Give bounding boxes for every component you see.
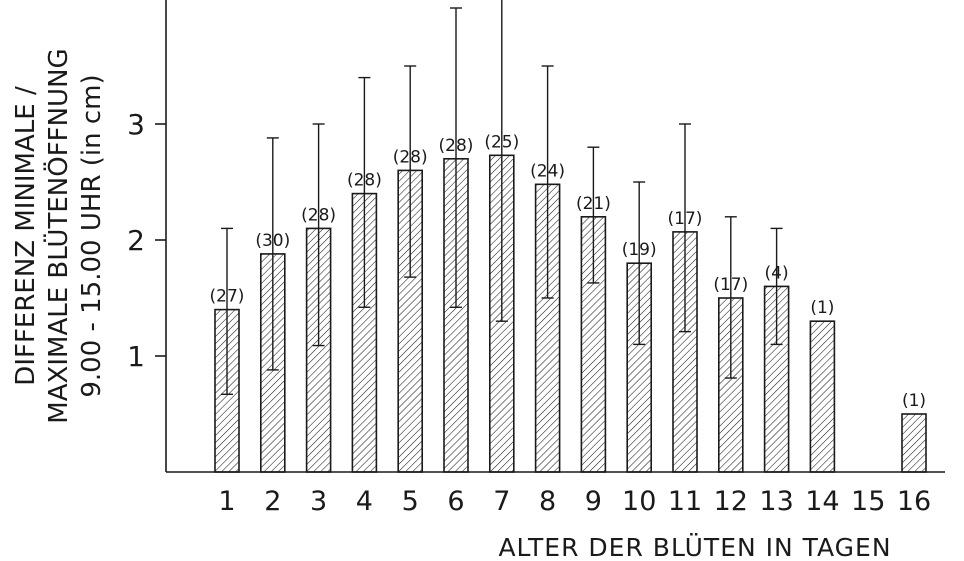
bar (259, 253, 286, 473)
x-tick-label: 4 (356, 486, 373, 517)
x-tick-label: 13 (759, 486, 793, 517)
x-tick-label: 1 (218, 486, 235, 517)
sample-size-label: (27) (210, 287, 245, 307)
x-tick-label: 10 (622, 486, 656, 517)
sample-size-label: (21) (576, 194, 611, 214)
sample-size-labels: (27) (30) (28) (28) (28) (28) (25) (24) (21) (19)… (210, 132, 927, 411)
y-axis-label-line-3: 9.00 - 15.00 UHR (in cm) (77, 74, 107, 397)
y-tick-label: 2 (127, 224, 145, 257)
x-tick-label: 15 (851, 486, 885, 517)
x-tick-label: 9 (585, 486, 602, 517)
sample-size-label: (1) (810, 298, 834, 318)
x-tick-label: 8 (539, 486, 556, 517)
sample-size-label: (25) (484, 132, 519, 152)
y-ticks: 1 2 3 (127, 108, 166, 373)
x-tick-label: 5 (402, 486, 419, 517)
sample-size-label: (24) (530, 161, 565, 181)
sample-size-label: (17) (668, 209, 703, 229)
sample-size-label: (4) (765, 263, 789, 283)
sample-size-label: (17) (713, 275, 748, 295)
x-tick-label: 2 (264, 486, 281, 517)
x-tick-label: 11 (668, 486, 702, 517)
y-axis-label-line-1: DIFFERENZ MINIMALE / (11, 86, 41, 386)
x-tick-label: 6 (447, 486, 464, 517)
x-tick-label: 3 (310, 486, 327, 517)
sample-size-label: (19) (622, 240, 657, 260)
x-tick-labels: 1 2 3 4 5 6 7 8 9 10 11 12 13 14 15 16 (218, 486, 931, 517)
sample-size-label: (28) (347, 171, 382, 191)
x-tick-label: 7 (493, 486, 510, 517)
sample-size-label: (28) (439, 136, 474, 156)
sample-size-label: (28) (393, 147, 428, 167)
error-bars (221, 0, 783, 395)
bar (901, 413, 927, 473)
x-axis-label: ALTER DER BLÜTEN IN TAGEN (498, 533, 891, 561)
y-tick-label: 3 (127, 108, 145, 141)
sample-size-label: (1) (902, 391, 926, 411)
x-tick-label: 14 (805, 486, 839, 517)
bars (214, 154, 927, 473)
bar (809, 320, 836, 473)
y-axis-label-line-2: MAXIMALE BLÜTENÖFFNUNG (42, 48, 74, 423)
sample-size-label: (28) (301, 205, 336, 225)
y-tick-label: 1 (127, 340, 145, 373)
sample-size-label: (30) (255, 231, 290, 251)
x-tick-label: 16 (897, 486, 931, 517)
x-tick-label: 12 (714, 486, 748, 517)
y-axis-label: DIFFERENZ MINIMALE / MAXIMALE BLÜTENÖFFN… (11, 48, 107, 423)
